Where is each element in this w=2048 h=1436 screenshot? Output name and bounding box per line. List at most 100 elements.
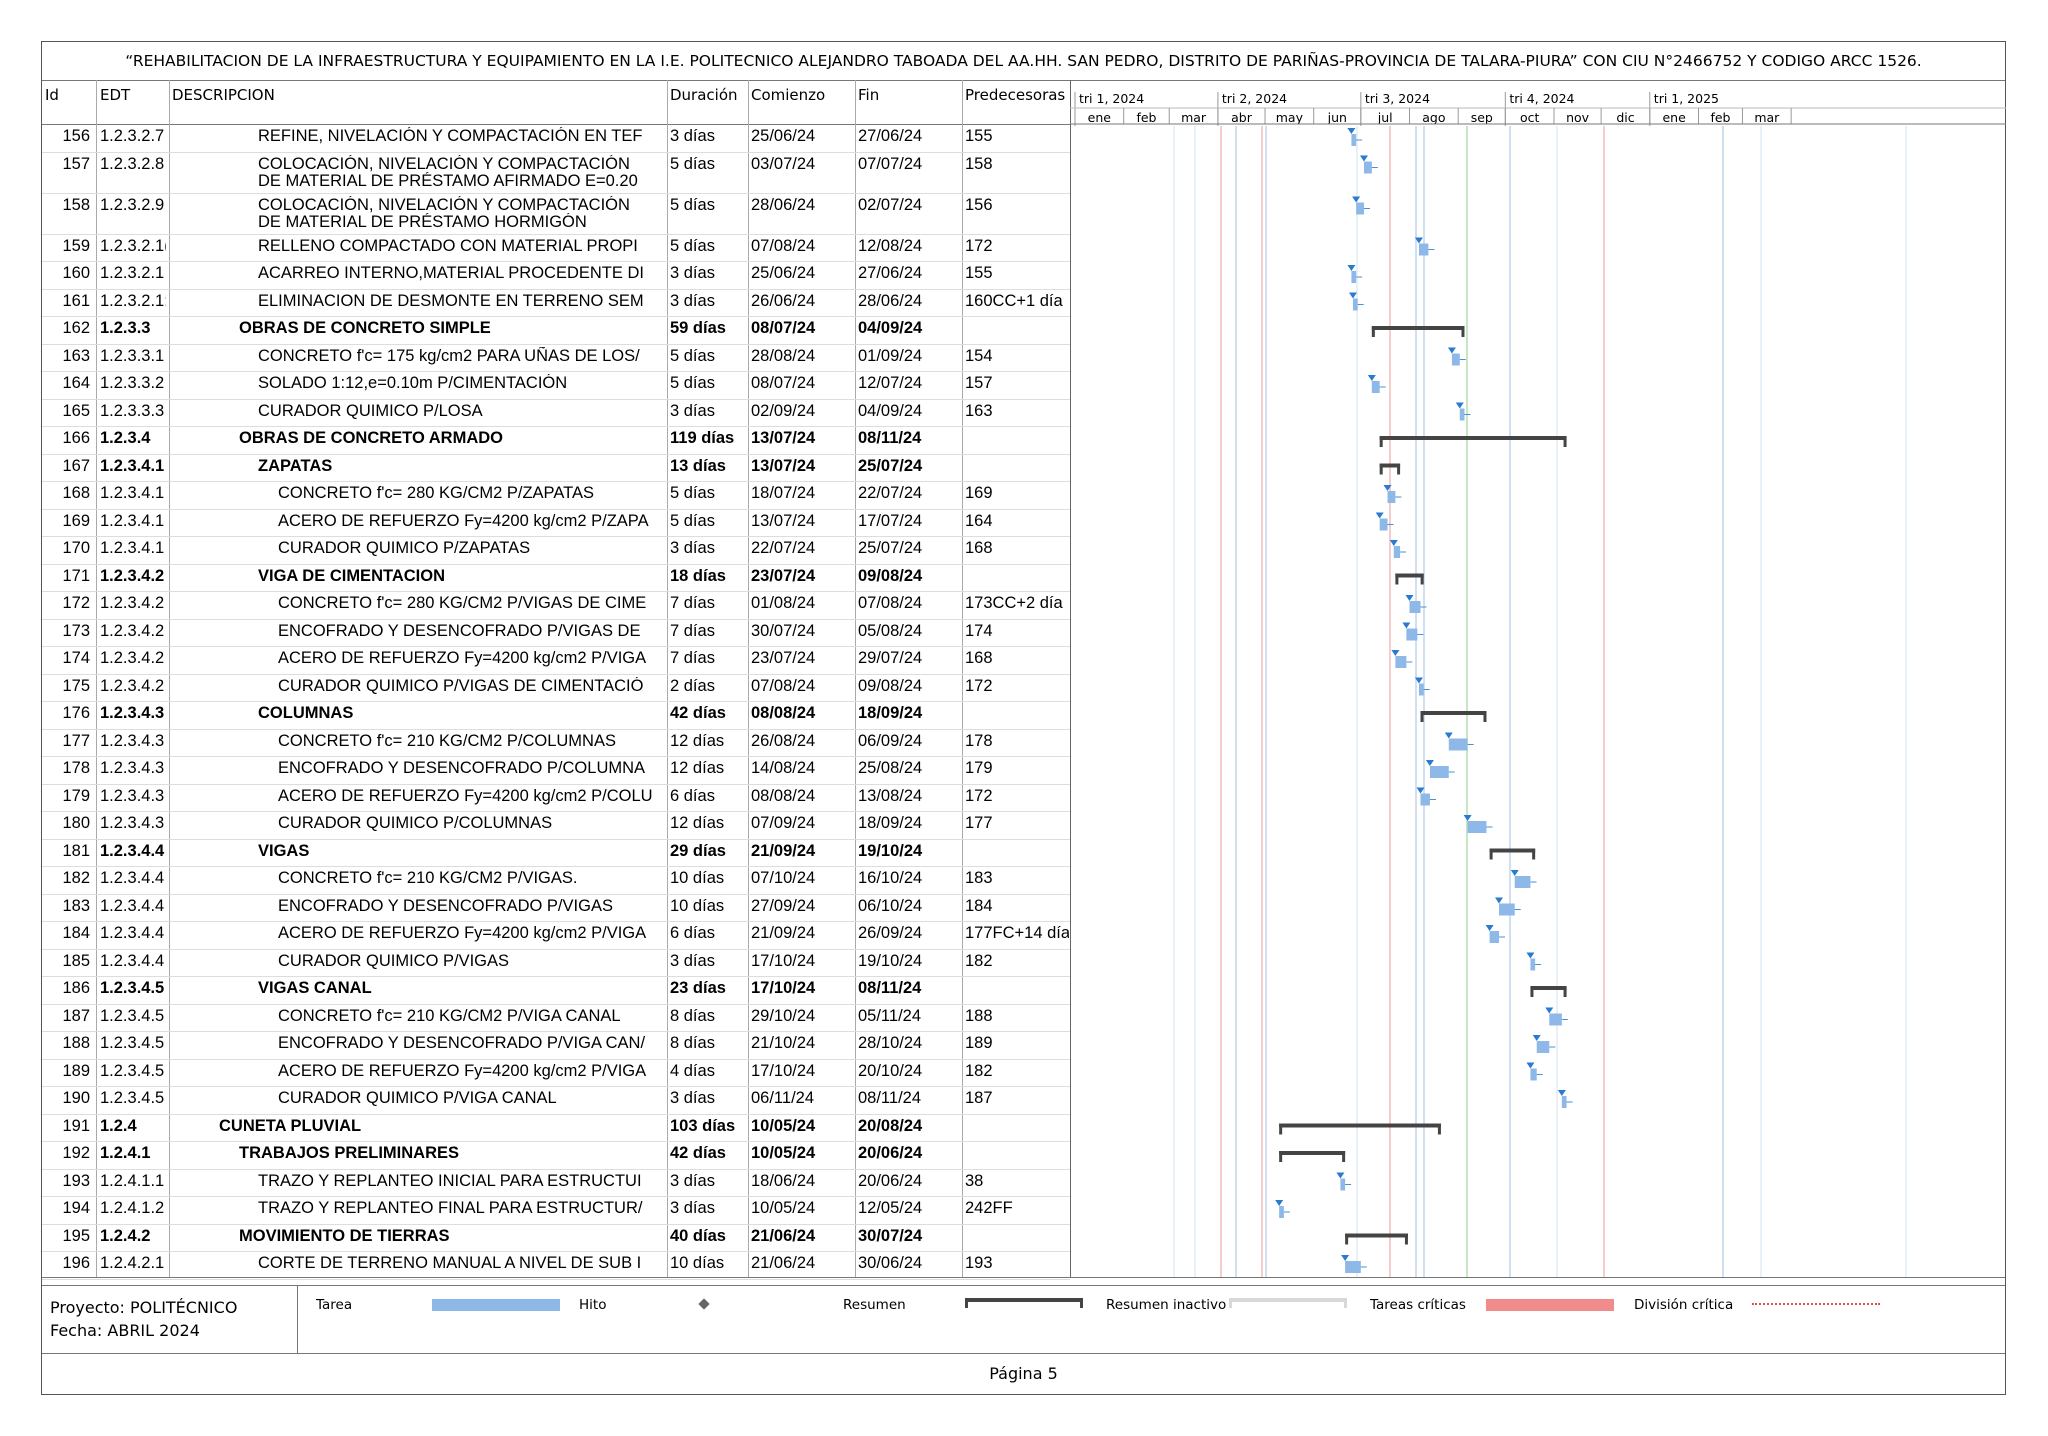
row-edt: 1.2.3.2.1 xyxy=(100,264,165,282)
row-predecessors: 177FC+14 día xyxy=(965,924,1069,942)
task-link-arrow xyxy=(1348,292,1357,299)
row-separator xyxy=(42,1086,1070,1087)
row-predecessors: 172 xyxy=(965,786,993,805)
quarter-label: tri 1, 2024 xyxy=(1079,91,1144,106)
row-end: 22/07/24 xyxy=(858,484,923,502)
legend-inactive-summary-label: Resumen inactivo xyxy=(1106,1297,1227,1313)
legend-bottom-line xyxy=(42,1353,2005,1354)
row-predecessors: 174 xyxy=(965,621,993,640)
summary-bar-start-tick xyxy=(1379,436,1383,447)
task-link-arrow xyxy=(1444,732,1453,739)
row-start: 06/11/24 xyxy=(751,1089,815,1107)
row-id: 171 xyxy=(62,566,90,585)
row-duration: 5 días xyxy=(670,195,715,214)
row-duration: 42 días xyxy=(670,1144,726,1162)
row-predecessors: 160CC+1 día xyxy=(965,291,1063,310)
row-start: 17/10/24 xyxy=(751,979,816,997)
col-sep-start xyxy=(855,80,856,1277)
row-separator xyxy=(42,1168,1070,1170)
row-description: CUNETA PLUVIAL xyxy=(219,1116,362,1135)
row-description: VIGAS CANAL xyxy=(258,979,372,997)
row-duration: 8 días xyxy=(670,1034,715,1052)
task-link-arrow xyxy=(1391,650,1400,656)
row-separator xyxy=(42,618,1070,620)
row-id: 176 xyxy=(62,704,90,722)
task-bar xyxy=(1279,1206,1284,1218)
row-edt: 1.2.3.4.4 xyxy=(100,896,165,915)
task-bar xyxy=(1379,518,1388,531)
row-start: 26/06/24 xyxy=(751,291,816,310)
row-edt: 1.2.4.2 xyxy=(100,1226,151,1245)
row-duration: 3 días xyxy=(670,539,715,557)
task-bar xyxy=(1530,958,1536,971)
row-edt: 1.2.3.4.5 xyxy=(100,1006,165,1025)
row-start: 03/07/24 xyxy=(751,154,816,173)
row-edt: 1.2.3.2.7 xyxy=(100,127,165,145)
row-id: 189 xyxy=(62,1061,90,1080)
row-predecessors: 184 xyxy=(965,896,993,915)
row-description: CURADOR QUIMICO P/VIGAS xyxy=(278,951,510,970)
row-duration: 8 días xyxy=(670,1006,715,1025)
legend-task-label: Tarea xyxy=(316,1297,353,1313)
row-predecessors: 172 xyxy=(965,236,993,255)
row-edt: 1.2.3.4.4 xyxy=(100,841,165,860)
header-bottom-line xyxy=(42,124,1070,125)
row-description: CURADOR QUIMICO P/COLUMNAS xyxy=(278,814,553,832)
row-end: 28/06/24 xyxy=(858,291,923,310)
row-duration: 3 días xyxy=(670,401,715,420)
row-edt: 1.2.3.4.4 xyxy=(100,869,165,887)
quarter-label: tri 1, 2025 xyxy=(1654,91,1719,106)
row-separator xyxy=(42,921,1070,922)
row-start: 18/07/24 xyxy=(751,484,816,502)
row-id: 174 xyxy=(62,649,90,667)
row-description-line2: DE MATERIAL DE PRÉSTAMO AFIRMADO E=0.20 xyxy=(258,171,638,190)
row-edt: 1.2.3.4.3 xyxy=(100,731,165,750)
row-duration: 5 días xyxy=(670,484,715,502)
row-predecessors: 164 xyxy=(965,511,993,530)
col-sep-edt xyxy=(169,80,170,1277)
row-description: ENCOFRADO Y DESENCOFRADO P/VIGAS DE xyxy=(278,621,641,640)
row-edt: 1.2.3.3.1 xyxy=(100,346,165,365)
task-link-arrow xyxy=(1347,265,1356,271)
row-predecessors: 183 xyxy=(965,869,993,887)
summary-bar xyxy=(1345,1233,1408,1238)
row-start: 10/05/24 xyxy=(751,1116,816,1135)
row-end: 26/09/24 xyxy=(858,924,923,942)
row-separator xyxy=(42,838,1070,840)
row-id: 167 xyxy=(62,456,90,475)
row-edt: 1.2.3.2.1( xyxy=(100,236,166,255)
row-end: 27/06/24 xyxy=(858,127,923,145)
row-id: 172 xyxy=(62,594,90,612)
row-description: CONCRETO f'c= 210 KG/CM2 P/VIGA CANAL xyxy=(278,1006,621,1025)
row-description: ENCOFRADO Y DESENCOFRADO P/VIGA CAN/ xyxy=(278,1034,646,1052)
col-sep-end xyxy=(962,80,963,1277)
summary-bar-end-tick xyxy=(1563,436,1567,447)
task-link-arrow xyxy=(1367,375,1376,381)
summary-bar-end-tick xyxy=(1404,1233,1408,1245)
row-duration: 5 días xyxy=(670,346,715,365)
row-end: 04/09/24 xyxy=(858,319,923,337)
legend-critical-label: Tareas críticas xyxy=(1370,1297,1466,1313)
row-description: TRABAJOS PRELIMINARES xyxy=(239,1144,460,1162)
task-link-arrow xyxy=(1402,622,1411,629)
month-label: mar xyxy=(1181,110,1207,125)
row-start: 29/10/24 xyxy=(751,1006,816,1025)
summary-bar-start-tick xyxy=(1530,986,1534,997)
row-description: ACERO DE REFUERZO Fy=4200 kg/cm2 P/COLU xyxy=(278,786,653,805)
header-description: DESCRIPCION xyxy=(172,86,275,104)
row-predecessors: 38 xyxy=(965,1171,984,1190)
row-predecessors: 168 xyxy=(965,539,993,557)
month-label: mar xyxy=(1754,110,1780,125)
row-id: 195 xyxy=(62,1226,90,1245)
summary-bar-end-tick xyxy=(1532,848,1536,860)
task-link-arrow xyxy=(1275,1200,1284,1206)
row-id: 164 xyxy=(62,374,90,392)
row-duration: 13 días xyxy=(670,456,726,475)
summary-bar-end-tick xyxy=(1342,1151,1346,1162)
task-bar xyxy=(1561,1096,1567,1108)
row-id: 196 xyxy=(62,1254,90,1272)
row-id: 184 xyxy=(62,924,90,942)
row-predecessors: 193 xyxy=(965,1254,993,1272)
row-edt: 1.2.3.4.5 xyxy=(100,1034,165,1052)
task-link-arrow xyxy=(1485,925,1494,931)
